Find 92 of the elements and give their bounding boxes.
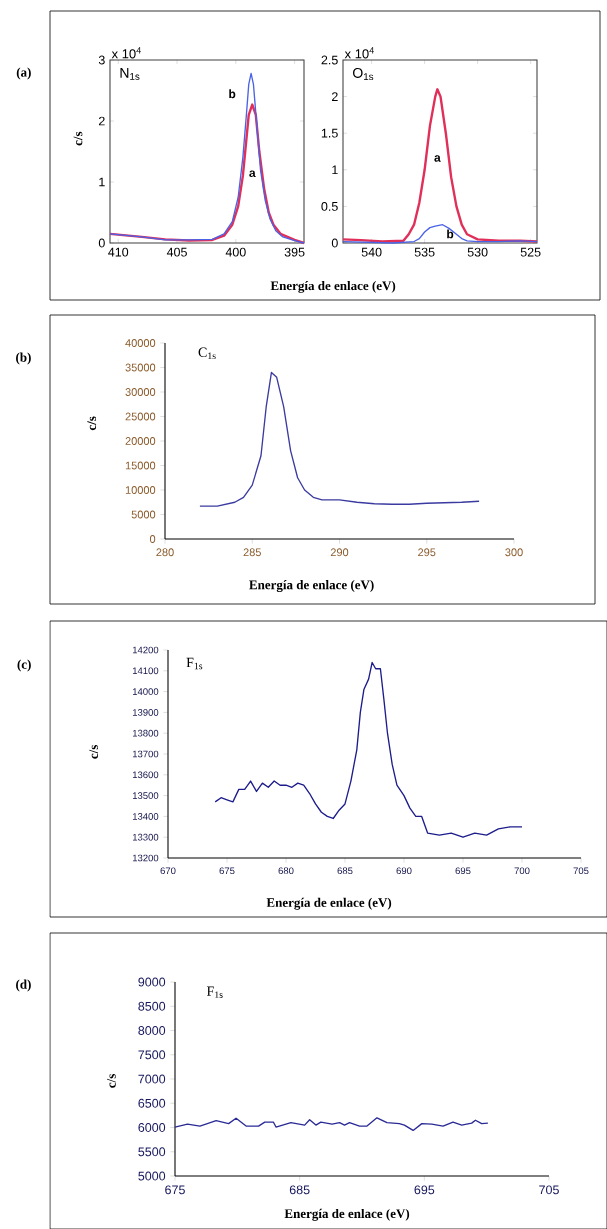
y-tick-label: 8000 [138,1026,166,1035]
y-tick-label: 8500 [138,1001,166,1011]
x-tick-label: 685 [289,1185,310,1195]
y-tick-label: 9000 [138,977,166,987]
x-tick-label: 285 [243,548,261,557]
text: x 10$^{4}$ [111,47,141,59]
y-tick-label: 0 [149,535,156,543]
y-tick-label: 13800 [132,729,159,737]
y-tick-label: 6500 [138,1098,166,1108]
y-tick-label: 6000 [138,1123,166,1132]
x-tick-label: 410 [108,247,129,257]
y-tick-label: 0.5 [321,201,338,211]
y-axis-title: c/s [89,745,99,759]
y-tick-label: 5500 [138,1147,166,1157]
y-tick-label: 13700 [132,750,159,758]
y-tick-label: 13200 [132,854,159,862]
y-tick-label: 14000 [132,688,159,695]
x-tick-label: 705 [573,867,589,875]
y-tick-label: 10000 [125,486,156,494]
x-tick-label: 695 [455,867,471,875]
x-axis-title: Energía de enlace (eV) [249,580,374,592]
line-series [214,661,523,838]
x-tick-label: 295 [418,548,436,557]
x-tick-label: 290 [330,548,349,557]
x-tick-label: 300 [505,548,523,557]
text: x 10$^{4}$ [344,47,374,59]
y-tick-label: 40000 [125,339,156,347]
y-tick-label: 14100 [132,667,159,675]
y-tick-label: 13400 [132,813,159,820]
x-axis-title: Energía de enlace (eV) [266,897,392,910]
x-tick-label: 525 [520,247,541,257]
annotation: F$_{1s}$ [186,657,203,670]
x-tick-label: 675 [219,867,235,875]
text: (a) [16,67,31,80]
y-tick-label: 7500 [138,1050,166,1060]
y-tick-label: 1.5 [321,128,338,138]
y-tick-label: 15000 [125,461,156,470]
y-tick-label: 0 [331,238,338,248]
y-tick-label: 13900 [132,709,159,716]
text: (c) [17,659,31,672]
annotation: O$_{1s}$ [353,68,374,81]
text: (d) [16,979,31,992]
y-tick-label: 2 [98,116,105,126]
y-tick-label: 14200 [132,646,159,654]
x-tick-label: 395 [284,247,305,257]
x-tick-label: 535 [414,247,435,257]
x-tick-label: 690 [396,867,412,875]
y-tick-label: 25000 [125,412,156,421]
series-label: a [434,155,441,162]
x-tick-label: 400 [225,247,246,257]
series-label: a [249,170,256,178]
y-tick-label: 3 [98,55,105,65]
line-series [174,1117,489,1132]
annotation: C$_{1s}$ [198,347,216,360]
y-tick-label: 7000 [138,1074,166,1084]
y-axis-title: c/s [87,416,97,431]
line-series [199,371,480,507]
x-tick-label: 540 [361,247,382,257]
y-tick-label: 5000 [138,1171,166,1181]
y-tick-label: 20000 [125,437,156,445]
line-series [341,88,539,243]
series-label: b [229,89,236,99]
line-series [342,224,538,244]
series-label: b [447,229,454,239]
y-tick-label: 13300 [132,833,159,841]
y-tick-label: 0 [98,238,105,248]
x-axis-title: Energía de enlace (eV) [270,280,396,293]
x-tick-label: 280 [156,548,174,557]
y-tick-label: 30000 [125,388,156,396]
x-tick-label: 405 [166,247,187,257]
y-tick-label: 1 [99,177,105,187]
text: (b) [16,352,31,365]
x-tick-label: 695 [414,1185,435,1195]
y-tick-label: 2 [331,92,338,101]
x-axis-title: Energía de enlace (eV) [284,1208,410,1221]
x-tick-label: 680 [278,867,294,875]
y-axis-title: c/s [73,131,83,146]
y-tick-label: 2.5 [321,55,338,65]
x-tick-label: 700 [514,867,530,875]
x-tick-label: 530 [467,247,488,257]
x-tick-label: 675 [165,1185,185,1195]
x-tick-label: 685 [337,867,353,875]
y-tick-label: 13600 [132,771,159,779]
y-axis-title: c/s [107,1074,116,1088]
y-tick-label: 1 [332,165,338,175]
y-tick-label: 5000 [131,510,156,519]
x-tick-label: 705 [539,1185,559,1195]
annotation: N$_{1s}$ [120,68,140,80]
y-tick-label: 35000 [125,363,156,372]
x-tick-label: 670 [160,867,176,875]
annotation: F$_{1s}$ [206,986,223,998]
y-tick-label: 13500 [132,792,159,799]
